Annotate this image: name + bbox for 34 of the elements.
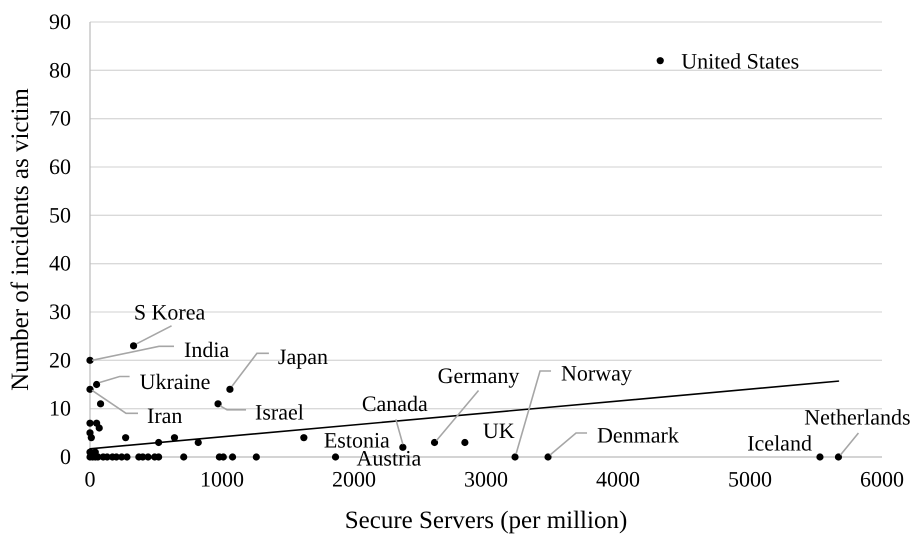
annotation: S Korea — [134, 300, 206, 325]
x-tick-label: 2000 — [332, 466, 376, 492]
x-tick-label: 6000 — [860, 466, 904, 492]
y-tick-label: 90 — [49, 9, 71, 34]
y-tick-label: 60 — [49, 154, 71, 180]
annotation: Canada — [362, 391, 428, 416]
annotation: United States — [681, 48, 800, 74]
annotation: Denmark — [597, 422, 679, 448]
annotation: Netherlands — [804, 404, 911, 430]
annotation: Japan — [278, 344, 328, 370]
annotation: Norway — [561, 360, 632, 386]
y-tick-label: 50 — [49, 202, 71, 228]
y-tick-label: 20 — [49, 347, 71, 372]
annotation: India — [184, 337, 230, 362]
x-tick-label: 0 — [84, 466, 96, 492]
annotation: Israel — [255, 400, 304, 425]
x-tick-label: 4000 — [596, 466, 640, 492]
annotation: Iran — [147, 403, 182, 428]
y-tick-label: 10 — [49, 396, 71, 421]
annotation: Ukraine — [140, 369, 210, 394]
y-tick-label: 70 — [49, 106, 71, 131]
x-tick-label: 1000 — [200, 466, 244, 492]
y-tick-label: 30 — [49, 299, 71, 324]
y-axis-title: Number of incidents as victim — [7, 88, 34, 391]
annotation: UK — [482, 418, 515, 444]
annotation: Germany — [438, 363, 520, 388]
x-tick-label: 5000 — [728, 466, 772, 492]
x-axis-title: Secure Servers (per million) — [344, 507, 628, 534]
x-tick-label: 3000 — [464, 466, 508, 492]
annotation: Iceland — [747, 430, 812, 456]
y-tick-label: 80 — [49, 57, 71, 82]
y-tick-label: 40 — [49, 250, 71, 276]
annotation: Estonia — [324, 427, 390, 452]
y-tick-label: 0 — [60, 444, 71, 470]
